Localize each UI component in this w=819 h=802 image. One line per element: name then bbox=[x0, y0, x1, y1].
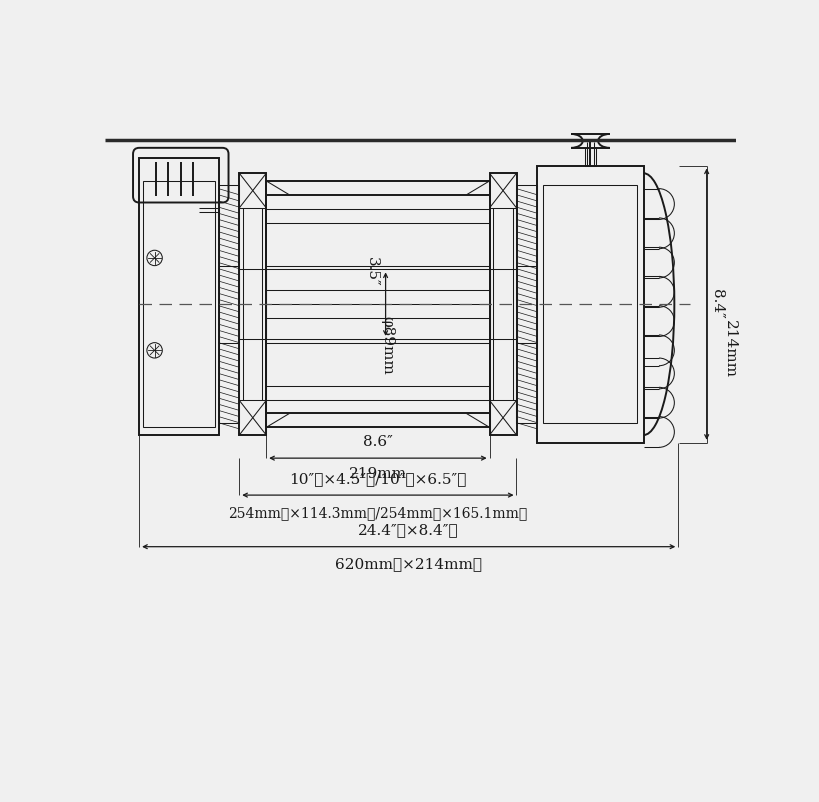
Text: φ89mm: φ89mm bbox=[380, 316, 394, 375]
Text: 8.6″: 8.6″ bbox=[363, 435, 392, 449]
Bar bbox=[584, 148, 595, 165]
Text: 214mm: 214mm bbox=[722, 319, 736, 378]
Text: 10″（×4.5″）/10″（×6.5″）: 10″（×4.5″）/10″（×6.5″） bbox=[289, 472, 466, 486]
Text: 254mm（×114.3mm）/254mm（×165.1mm）: 254mm（×114.3mm）/254mm（×165.1mm） bbox=[228, 506, 527, 520]
Text: 620mm（×214mm）: 620mm（×214mm） bbox=[335, 557, 482, 572]
Bar bbox=[239, 173, 266, 435]
Bar bbox=[516, 184, 536, 423]
Bar bbox=[239, 269, 266, 338]
Bar bbox=[218, 184, 239, 423]
Bar bbox=[139, 158, 218, 435]
Bar bbox=[489, 269, 516, 338]
Bar bbox=[489, 173, 516, 435]
Text: 8.4″: 8.4″ bbox=[709, 289, 724, 318]
Text: 3.5″: 3.5″ bbox=[364, 257, 378, 287]
Text: 219mm: 219mm bbox=[348, 468, 406, 481]
Bar bbox=[543, 184, 636, 423]
Text: 24.4″（×8.4″）: 24.4″（×8.4″） bbox=[358, 524, 459, 537]
Bar bbox=[143, 181, 215, 427]
Bar bbox=[536, 165, 643, 443]
